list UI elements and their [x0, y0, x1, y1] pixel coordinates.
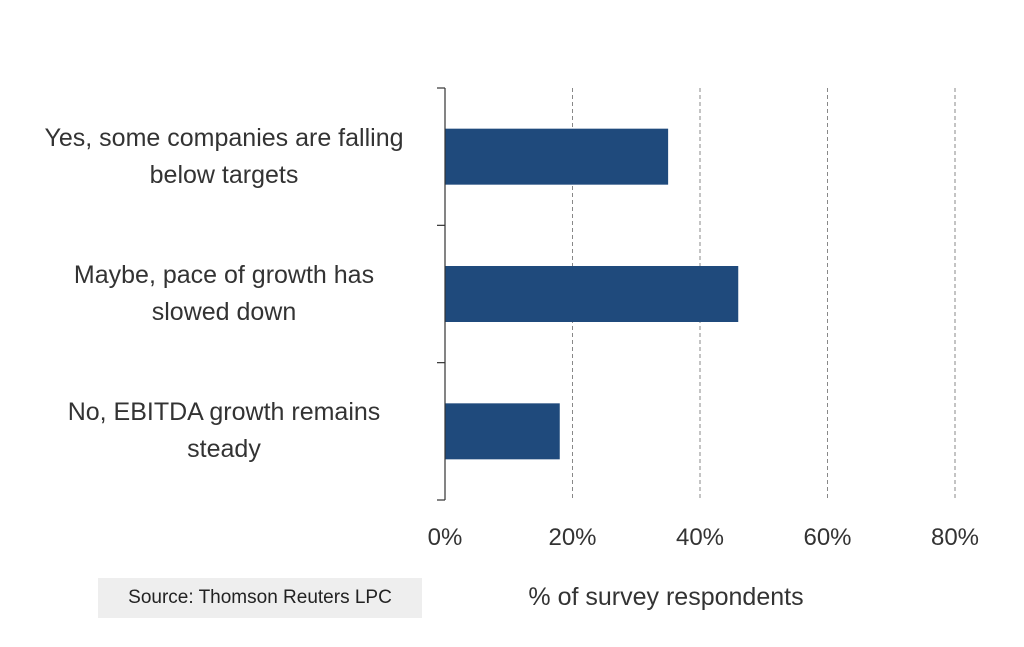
y-axis [437, 87, 446, 501]
category-label-0: Yes, some companies are falling below tar… [24, 120, 424, 194]
x-tick-label-20: 20% [548, 524, 597, 551]
x-axis-label: % of survey respondents [528, 583, 804, 611]
category-label-2: No, EBITDA growth remains steady [24, 394, 424, 468]
category-label-line: slowed down [151, 298, 297, 326]
x-tick-label-80: 80% [930, 524, 980, 551]
category-label-1: Maybe, pace of growth has slowed down [24, 257, 424, 331]
bar-0 [445, 128, 669, 185]
x-tick-label-60: 60% [803, 524, 852, 551]
bar-1 [445, 266, 739, 322]
x-tick-label-40: 40% [675, 524, 725, 551]
source-note: Source: Thomson Reuters LPC [98, 578, 422, 618]
x-tick-label-0: 0% [427, 524, 463, 551]
bars [445, 128, 739, 460]
bar-2 [445, 403, 560, 460]
category-label-line: Yes, some companies are falling [44, 123, 404, 152]
category-label-line: Maybe, pace of growth has [73, 261, 375, 289]
category-label-line: No, EBITDA growth remains [67, 398, 381, 427]
category-label-line: steady [187, 435, 261, 464]
category-label-line: below targets [149, 160, 299, 189]
